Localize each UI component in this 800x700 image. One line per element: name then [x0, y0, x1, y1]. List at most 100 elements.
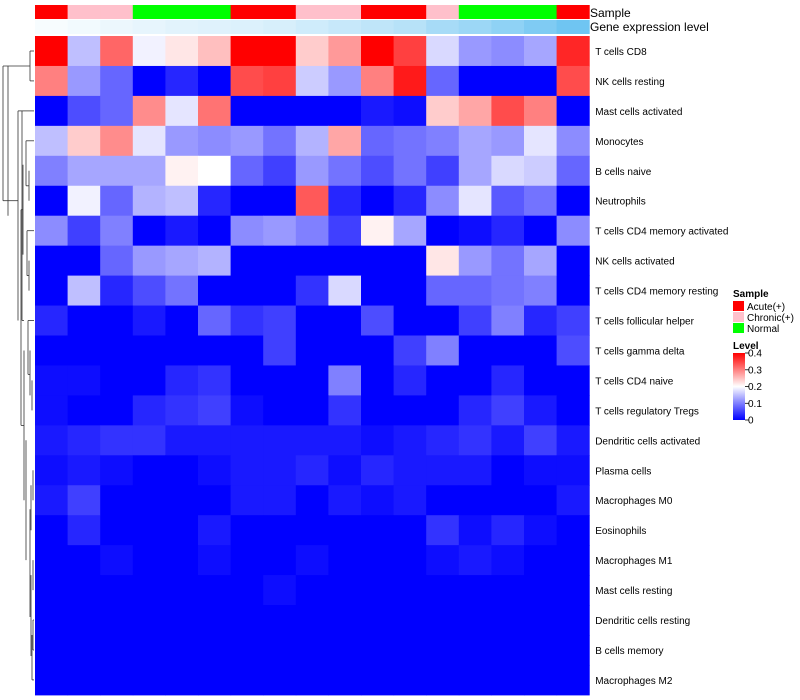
heatmap-cell — [426, 605, 460, 636]
heatmap-cell — [165, 425, 199, 456]
heatmap-cell — [35, 545, 69, 576]
row-label: Dendritic cells resting — [595, 616, 690, 627]
heatmap-cell — [426, 455, 460, 486]
heatmap-cell — [230, 365, 264, 396]
gene-expression-cell — [328, 20, 362, 34]
gene-expression-cell — [426, 20, 460, 34]
heatmap-cell — [328, 664, 362, 696]
heatmap-cell — [393, 515, 427, 546]
heatmap-cell — [393, 455, 427, 486]
gene-expression-cell — [230, 20, 264, 34]
heatmap-cell — [295, 245, 329, 277]
heatmap-cell — [361, 605, 395, 636]
heatmap-cell — [458, 395, 492, 426]
gene-expression-cell — [524, 20, 558, 34]
heatmap-cell — [198, 125, 232, 157]
heatmap-cell — [132, 95, 166, 127]
heatmap-cell — [67, 125, 101, 157]
heatmap-cell — [35, 65, 69, 97]
heatmap-cell — [165, 155, 199, 187]
heatmap-cell — [230, 575, 264, 606]
row-label: Macrophages M1 — [595, 556, 673, 567]
heatmap-cell — [198, 605, 232, 636]
heatmap-cell — [361, 215, 395, 247]
row-label: Macrophages M0 — [595, 496, 673, 507]
heatmap-cell — [328, 245, 362, 277]
heatmap-cell — [295, 395, 329, 426]
heatmap-cell — [100, 515, 134, 546]
heatmap-cell — [132, 664, 166, 696]
heatmap-cell — [361, 305, 395, 336]
heatmap-cell — [165, 575, 199, 606]
heatmap-cell — [198, 395, 232, 426]
heatmap-cell — [361, 455, 395, 486]
heatmap-cell — [198, 635, 232, 666]
heatmap-cell — [165, 95, 199, 127]
heatmap-cell — [524, 185, 558, 217]
heatmap-cell — [393, 185, 427, 217]
heatmap-cell — [361, 365, 395, 396]
heatmap-cell — [361, 275, 395, 307]
heatmap-cell — [198, 36, 232, 67]
heatmap-cell — [67, 36, 101, 67]
heatmap-cell — [100, 635, 134, 666]
heatmap-cell — [230, 664, 264, 696]
legend-sample-entries: Acute(+)Chronic(+)Normal — [733, 301, 794, 335]
heatmap-cell — [426, 664, 460, 696]
sample-annotation-cell — [198, 5, 232, 19]
heatmap-cell — [393, 605, 427, 636]
row-label: T cells follicular helper — [595, 317, 694, 328]
heatmap-cell — [328, 425, 362, 456]
row-label: Dendritic cells activated — [595, 436, 700, 447]
heatmap-cell — [393, 245, 427, 277]
heatmap-cell — [100, 125, 134, 157]
heatmap-cell — [67, 575, 101, 606]
heatmap-cell — [295, 185, 329, 217]
heatmap-cell — [165, 215, 199, 247]
heatmap-cell — [230, 125, 264, 157]
legend-sample-label: Normal — [747, 324, 779, 335]
heatmap-cell — [35, 575, 69, 606]
heatmap-cell — [263, 575, 297, 606]
heatmap-cell — [165, 664, 199, 696]
heatmap-cell — [361, 36, 395, 67]
heatmap-cell — [295, 664, 329, 696]
heatmap-cell — [165, 395, 199, 426]
heatmap-cell — [35, 125, 69, 157]
heatmap-cell — [263, 36, 297, 67]
heatmap-cell — [556, 335, 590, 366]
heatmap-cell — [35, 185, 69, 217]
heatmap-cell — [393, 95, 427, 127]
heatmap-cell — [100, 605, 134, 636]
heatmap-cell — [100, 575, 134, 606]
heatmap-cell — [328, 305, 362, 336]
heatmap-cell — [198, 455, 232, 486]
heatmap-cell — [132, 185, 166, 217]
heatmap-cell — [263, 455, 297, 486]
heatmap-cell — [556, 95, 590, 127]
heatmap-cell — [458, 635, 492, 666]
heatmap-cell — [491, 545, 525, 576]
gene-expression-cell — [361, 20, 395, 34]
heatmap-cell — [328, 605, 362, 636]
heatmap-cell — [393, 335, 427, 366]
heatmap-cell — [491, 365, 525, 396]
heatmap-cell — [328, 335, 362, 366]
heatmap-cell — [165, 455, 199, 486]
heatmap-cell — [524, 125, 558, 157]
heatmap-cell — [524, 155, 558, 187]
heatmap-cell — [295, 515, 329, 546]
heatmap-cell — [393, 65, 427, 97]
sample-annotation-cell — [100, 5, 134, 19]
heatmap-cell — [524, 305, 558, 336]
heatmap-cell — [165, 65, 199, 97]
heatmap-cell — [524, 455, 558, 486]
heatmap-cell — [556, 575, 590, 606]
heatmap-cell — [100, 335, 134, 366]
heatmap-cell — [295, 365, 329, 396]
heatmap-cell — [100, 275, 134, 307]
legend-sample-swatch — [733, 323, 744, 333]
row-label: Plasma cells — [595, 466, 651, 477]
heatmap-cell — [426, 515, 460, 546]
heatmap-cell — [132, 365, 166, 396]
